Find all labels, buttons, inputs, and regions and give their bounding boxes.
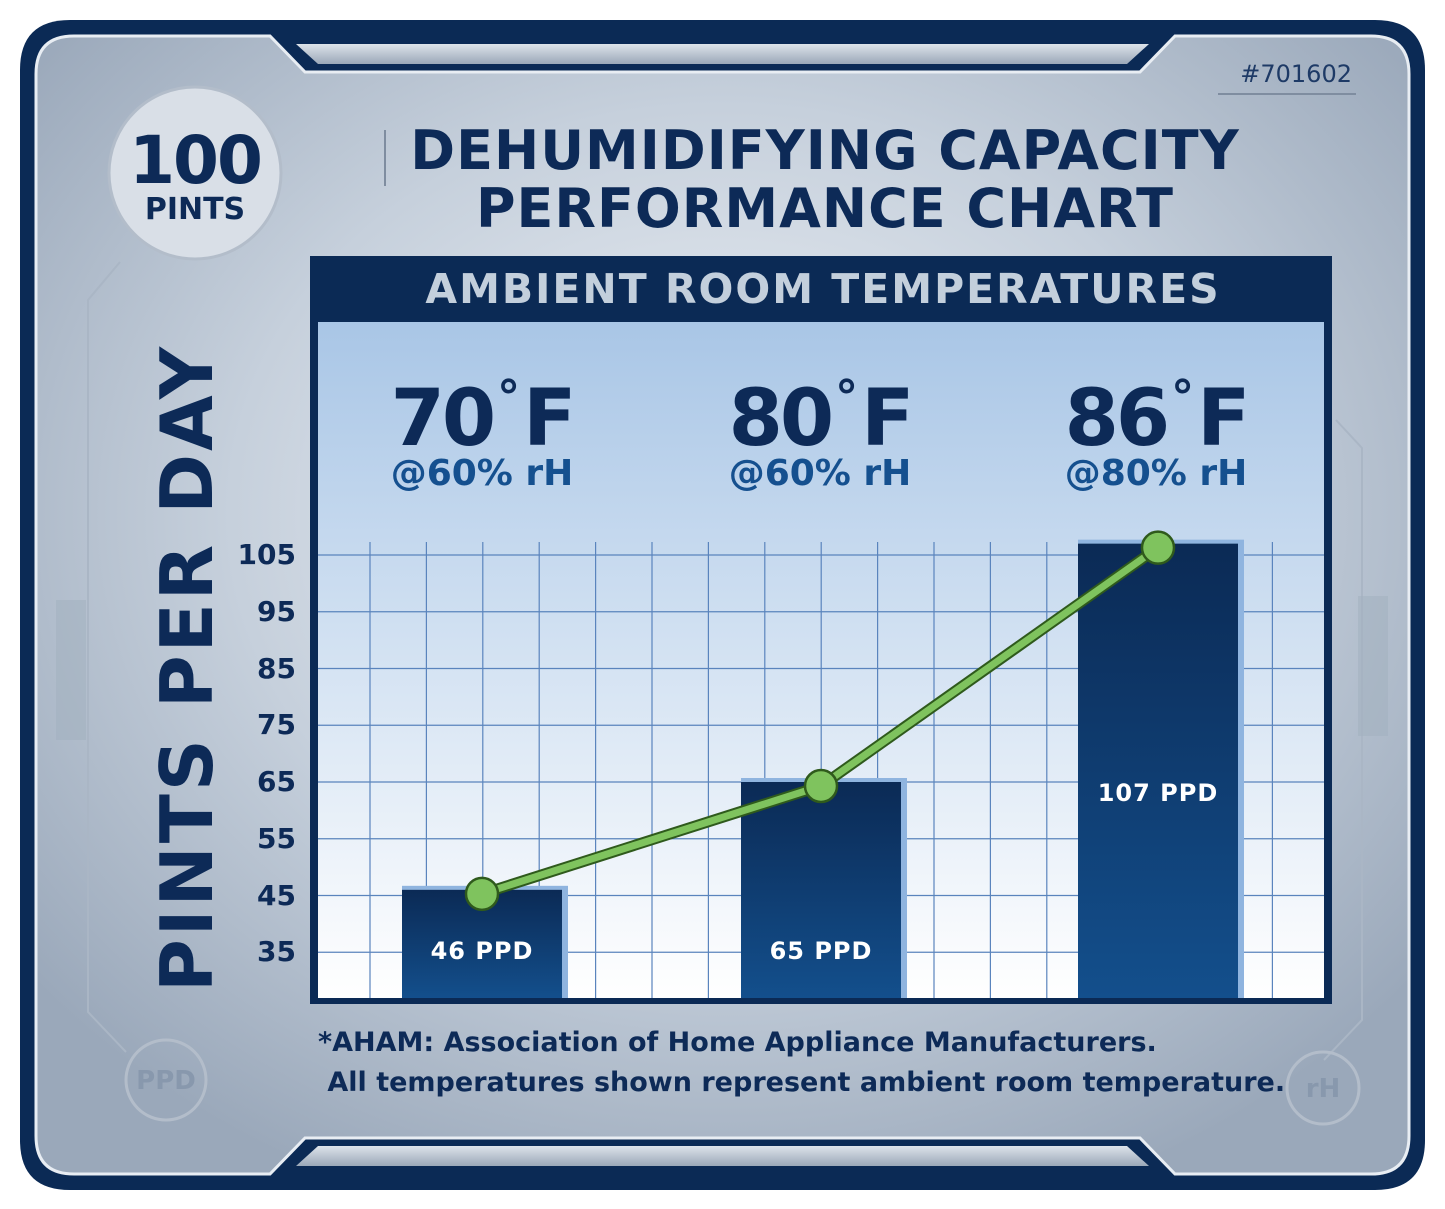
- rh-corner-label: rH: [1305, 1074, 1341, 1104]
- category-temp-80: 80°F: [660, 352, 980, 464]
- bottom-tab: [296, 1146, 1149, 1166]
- degree-icon: °: [497, 370, 520, 424]
- decor-stripes-left: [56, 600, 86, 740]
- footnote-line2: All temperatures shown represent ambient…: [318, 1067, 1286, 1098]
- bar-1: [741, 782, 901, 998]
- y-tick-label: 85: [257, 651, 296, 685]
- capacity-badge-circle: [107, 85, 283, 261]
- footnote-line1: *AHAM: Association of Home Appliance Man…: [318, 1027, 1157, 1058]
- y-axis-label: PINTS PER DAY: [145, 343, 229, 993]
- chart-title-line2: PERFORMANCE CHART: [475, 177, 1175, 240]
- category-rh-86: @80% rH: [1064, 453, 1248, 494]
- category-rh-70: @60% rH: [390, 453, 574, 494]
- temp-value: 70: [390, 374, 497, 464]
- trend-line: [464, 530, 1176, 912]
- product-code: #701602: [1240, 60, 1352, 88]
- trend-point: [1140, 530, 1176, 565]
- ppd-corner-circle: [124, 1038, 208, 1122]
- trend-point: [464, 876, 500, 912]
- chart-header: AMBIENT ROOM TEMPERATURES: [425, 265, 1221, 313]
- category-rh-80: @60% rH: [728, 453, 912, 494]
- trend-point: [803, 768, 839, 804]
- capacity-unit: PINTS: [144, 192, 246, 227]
- temp-value: 86: [1064, 374, 1171, 464]
- bar-value-label: 107 PPD: [1097, 778, 1219, 807]
- rh-corner-circle: [1285, 1050, 1361, 1126]
- y-tick-label: 45: [257, 878, 296, 912]
- chart-title: DEHUMIDIFYING CAPACITY PERFORMANCE CHART: [330, 122, 1320, 238]
- temp-unit: F: [1197, 374, 1250, 464]
- y-tick-label: 105: [237, 538, 296, 571]
- degree-icon: °: [1171, 370, 1194, 424]
- temp-unit: F: [523, 374, 576, 464]
- y-tick-label: 75: [257, 708, 296, 742]
- degree-icon: °: [835, 370, 858, 424]
- decor-stripes-right: [1358, 596, 1388, 736]
- bar-value-label: 46 PPD: [430, 937, 534, 965]
- top-tab: [296, 44, 1149, 64]
- capacity-number: 100: [129, 122, 263, 199]
- y-tick-label: 95: [257, 594, 296, 628]
- decor-line-left: [87, 261, 127, 1053]
- y-tick-label: 55: [257, 821, 296, 855]
- y-tick-label: 65: [257, 765, 296, 798]
- bar-2: [1078, 543, 1238, 998]
- bar-value-label: 65 PPD: [769, 937, 873, 965]
- temp-unit: F: [861, 374, 914, 464]
- y-tick-label: 35: [257, 935, 296, 969]
- ppd-corner-label: PPD: [136, 1066, 196, 1096]
- category-temp-70: 70°F: [322, 352, 642, 464]
- chart-title-line1: DEHUMIDIFYING CAPACITY: [410, 119, 1240, 182]
- category-temp-86: 86°F: [996, 352, 1316, 464]
- bars: [402, 539, 1244, 998]
- temp-value: 80: [728, 374, 835, 464]
